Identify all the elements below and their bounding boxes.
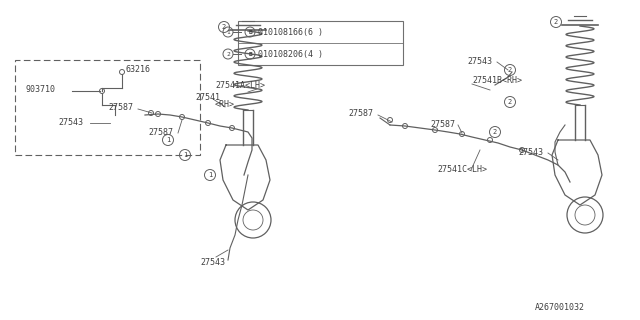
Text: 27543: 27543 (518, 148, 543, 157)
Text: 27541: 27541 (195, 93, 220, 102)
Text: 1: 1 (208, 172, 212, 178)
Text: 1: 1 (226, 29, 230, 35)
Text: 27587: 27587 (108, 103, 133, 112)
Text: <RH>: <RH> (215, 100, 235, 109)
Text: 010108166(6 ): 010108166(6 ) (258, 28, 323, 36)
Text: 1: 1 (183, 152, 187, 158)
Text: B: B (248, 29, 252, 35)
Text: 27587: 27587 (148, 128, 173, 137)
Text: 27543: 27543 (200, 258, 225, 267)
Text: 27541A<LH>: 27541A<LH> (215, 81, 265, 90)
Text: 2: 2 (226, 52, 230, 57)
Text: 63216: 63216 (125, 65, 150, 74)
Text: 27543: 27543 (467, 57, 492, 66)
Bar (238, 21, 403, 65)
Bar (15, 60, 200, 155)
Text: 27541B<RH>: 27541B<RH> (472, 76, 522, 85)
Text: 2: 2 (508, 67, 512, 73)
Text: 27587: 27587 (430, 120, 455, 129)
Text: 903710: 903710 (25, 85, 55, 94)
Text: 2: 2 (554, 19, 558, 25)
Text: 27541C<LH>: 27541C<LH> (437, 165, 487, 174)
Text: 010108206(4 ): 010108206(4 ) (258, 50, 323, 59)
Text: B: B (248, 52, 252, 57)
Text: 2: 2 (222, 24, 226, 30)
Text: 27543: 27543 (58, 118, 83, 127)
Text: 2: 2 (493, 129, 497, 135)
Text: 1: 1 (166, 137, 170, 143)
Text: A267001032: A267001032 (535, 303, 585, 312)
Text: 27587: 27587 (348, 109, 373, 118)
Text: 2: 2 (508, 99, 512, 105)
